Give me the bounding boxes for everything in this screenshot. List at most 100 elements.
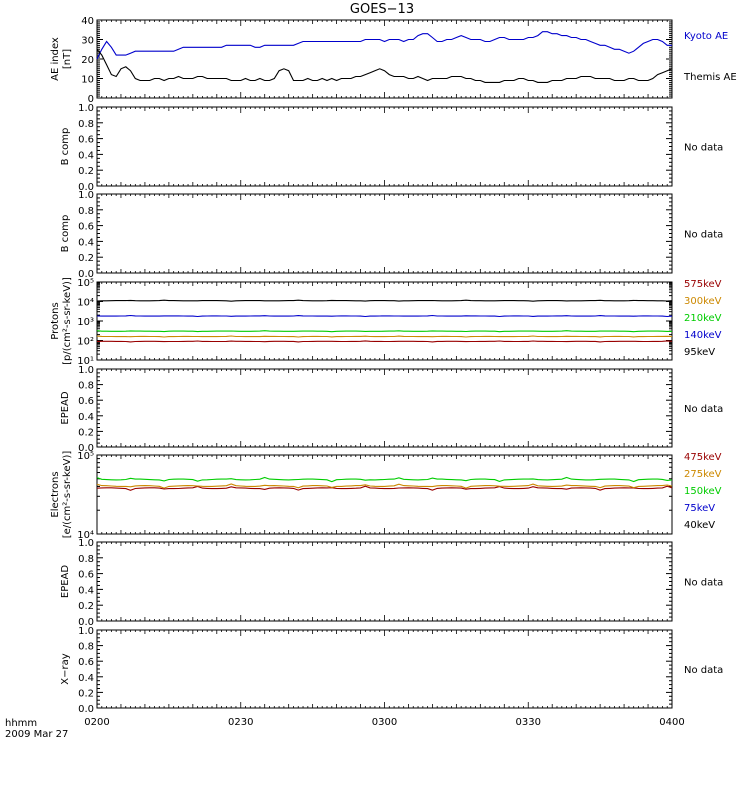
panel-1: 0 10 20 30 40 AE index [nT] Kyoto AE Themis AE bbox=[50, 16, 737, 105]
x-tick-label: 0330 bbox=[516, 717, 541, 728]
y-tick-label: 1.0 bbox=[78, 103, 94, 114]
panel-frame bbox=[96, 629, 673, 709]
legend-75kev: 75keV bbox=[684, 503, 715, 514]
legend-475kev: 475keV bbox=[684, 452, 722, 463]
series-line-95keV bbox=[96, 299, 673, 302]
panel-6: 10⁴ 10⁵ Electrons [e/(cm²-s-sr-keV)] 475keV 2… bbox=[50, 451, 722, 541]
y-tick-label: 0.2 bbox=[78, 688, 94, 699]
x-tick-label: 0400 bbox=[659, 717, 684, 728]
time-axis: 0200 0230 0300 0330 0400 bbox=[84, 717, 684, 728]
legend-kyoto-ae: Kyoto AE bbox=[684, 31, 728, 42]
y-tick-label: 1.0 bbox=[78, 538, 94, 549]
legend-275kev: 275keV bbox=[684, 469, 722, 480]
series-line-300keV bbox=[96, 335, 673, 338]
y-tick-label: 0.2 bbox=[78, 601, 94, 612]
y-axis-label: EPEAD bbox=[60, 391, 71, 425]
figure-title: GOES−13 bbox=[350, 2, 414, 17]
y-tick-label: 0.0 bbox=[78, 269, 94, 280]
panel-frame bbox=[96, 19, 673, 99]
y-tick-label: 10¹ bbox=[77, 356, 94, 367]
y-tick-label: 1.0 bbox=[78, 626, 94, 637]
y-tick-label: 1.0 bbox=[78, 365, 94, 376]
panel-8: 0.0 0.2 0.4 0.6 0.8 1.0 X−ray No data bbox=[60, 626, 723, 715]
y-tick-label: 10³ bbox=[77, 317, 94, 328]
legend-300kev: 300keV bbox=[684, 296, 722, 307]
x-tick-label: 0200 bbox=[84, 717, 109, 728]
y-tick-label: 30 bbox=[81, 36, 94, 47]
legend-95kev: 95keV bbox=[684, 347, 715, 358]
series-line-210keV bbox=[96, 330, 673, 333]
y-tick-label: 20 bbox=[81, 55, 94, 66]
y-tick-label: 40 bbox=[81, 16, 94, 27]
y-tick-label: 0.0 bbox=[78, 182, 94, 193]
panel-5: 0.0 0.2 0.4 0.6 0.8 1.0 EPEAD No data bbox=[60, 365, 723, 454]
legend-150kev: 150keV bbox=[684, 486, 722, 497]
legend-themis-ae: Themis AE bbox=[683, 72, 737, 83]
panel-3: 0.0 0.2 0.4 0.6 0.8 1.0 B comp No data bbox=[60, 190, 723, 280]
y-tick-label: 0.6 bbox=[78, 135, 94, 146]
series-line-475keV bbox=[96, 485, 673, 491]
y-tick-label: 0.8 bbox=[78, 119, 94, 130]
legend-40kev: 40keV bbox=[684, 520, 715, 531]
no-data-note: No data bbox=[684, 404, 723, 415]
y-tick-label: 10 bbox=[81, 75, 94, 86]
y-tick-label: 0.0 bbox=[78, 704, 94, 715]
y-tick-label: 10⁴ bbox=[77, 298, 94, 309]
y-tick-label: 0.6 bbox=[78, 657, 94, 668]
panel-stack: 0 10 20 30 40 AE index [nT] Kyoto AE Themis AE 0.… bbox=[50, 16, 737, 715]
y-tick-label: 0.8 bbox=[78, 642, 94, 653]
y-tick-label: 0.8 bbox=[78, 206, 94, 217]
no-data-note: No data bbox=[684, 143, 723, 154]
y-tick-label: 1.0 bbox=[78, 190, 94, 201]
panel-frame bbox=[96, 281, 673, 361]
y-axis-label: [p/(cm²-s-sr-keV)] bbox=[62, 277, 73, 365]
x-tick-label: 0230 bbox=[228, 717, 253, 728]
y-tick-label: 10⁴ bbox=[77, 530, 94, 541]
series-line-275keV bbox=[96, 483, 673, 489]
y-axis-label: B comp bbox=[60, 215, 71, 253]
y-axis-label: [nT] bbox=[62, 49, 73, 69]
panel-frame bbox=[96, 454, 673, 535]
panel-4: 10¹ 10² 10³ 10⁴ 10⁵ Protons [p/(cm²-s-sr-keV)]… bbox=[50, 277, 722, 367]
y-tick-label: 0.4 bbox=[78, 237, 94, 248]
panel-7: 0.0 0.2 0.4 0.6 0.8 1.0 EPEAD No data bbox=[60, 538, 723, 628]
series-line-kyoto-ae bbox=[96, 31, 672, 60]
y-tick-label: 10⁵ bbox=[77, 451, 94, 462]
panel-frame bbox=[96, 106, 673, 187]
panel-frame bbox=[96, 368, 673, 448]
y-tick-label: 0.2 bbox=[78, 253, 94, 264]
y-tick-label: 10⁵ bbox=[77, 278, 94, 289]
time-axis-label: hhmm bbox=[5, 718, 37, 729]
series-line-150keV bbox=[96, 476, 673, 483]
y-tick-label: 0.6 bbox=[78, 570, 94, 581]
y-tick-label: 10² bbox=[77, 337, 94, 348]
no-data-note: No data bbox=[684, 665, 723, 676]
y-tick-label: 0.4 bbox=[78, 673, 94, 684]
no-data-note: No data bbox=[684, 578, 723, 589]
legend-140kev: 140keV bbox=[684, 330, 722, 341]
date-label: 2009 Mar 27 bbox=[5, 729, 68, 740]
y-tick-label: 0.6 bbox=[78, 396, 94, 407]
y-axis-label: B comp bbox=[60, 128, 71, 166]
series-line-140keV bbox=[96, 314, 673, 318]
panel-frame bbox=[96, 193, 673, 274]
legend-575kev: 575keV bbox=[684, 279, 722, 290]
y-axis-label: Electrons bbox=[50, 471, 61, 517]
y-axis-label: [e/(cm²-s-sr-keV)] bbox=[62, 451, 73, 539]
series-line-575keV bbox=[96, 340, 673, 343]
legend-210kev: 210keV bbox=[684, 313, 722, 324]
y-tick-label: 0.4 bbox=[78, 412, 94, 423]
y-tick-label: 0.6 bbox=[78, 222, 94, 233]
y-tick-label: 0.0 bbox=[78, 443, 94, 454]
no-data-note: No data bbox=[684, 230, 723, 241]
x-tick-label: 0300 bbox=[372, 717, 397, 728]
y-tick-label: 0.4 bbox=[78, 150, 94, 161]
panel-frame bbox=[96, 541, 673, 622]
y-axis-label: EPEAD bbox=[60, 565, 71, 599]
y-tick-label: 0 bbox=[88, 94, 94, 105]
y-axis-label: AE index bbox=[50, 37, 61, 81]
y-tick-label: 0.8 bbox=[78, 554, 94, 565]
y-tick-label: 0.8 bbox=[78, 381, 94, 392]
y-axis-label: Protons bbox=[50, 302, 61, 339]
